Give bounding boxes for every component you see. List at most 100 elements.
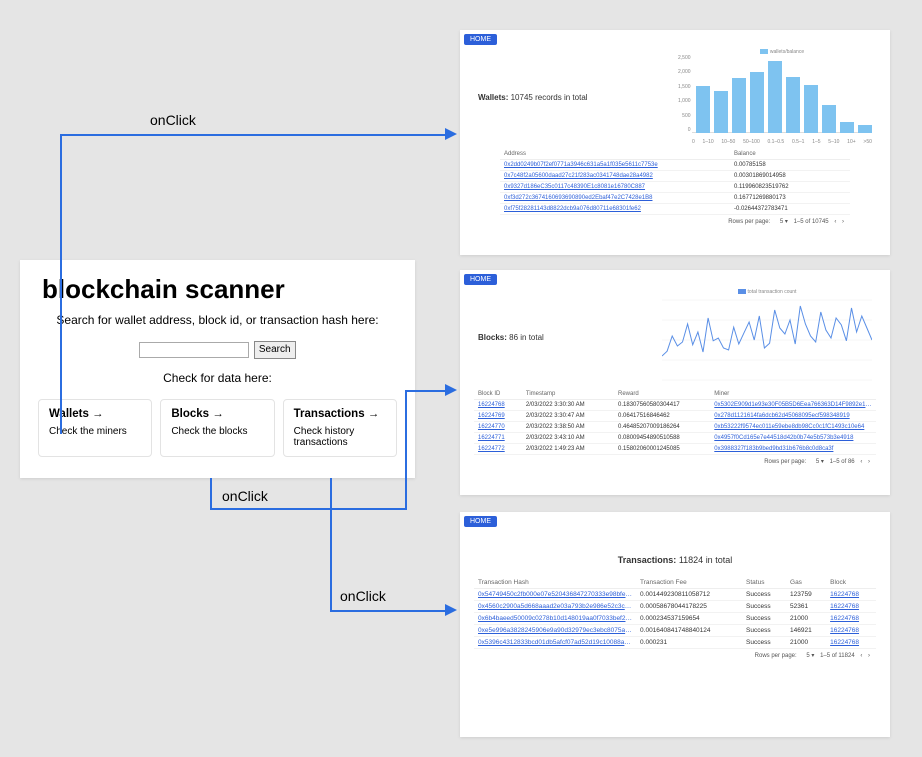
table-cell[interactable]: 16224769 — [474, 411, 522, 422]
nav-card-wallets[interactable]: Wallets → Check the miners — [38, 399, 152, 457]
table-cell[interactable]: 0x2dd0249b07f2ef0771a3946c631a5a1f035e56… — [500, 160, 730, 171]
table-row: 0x4560c2900a5d668aaad2e03a793b2e986e52c3… — [474, 601, 876, 613]
pager-next[interactable]: › — [868, 653, 870, 659]
table-header: Transaction Fee — [636, 577, 742, 589]
table-cell[interactable]: 0x54749450c2fb000e07e520436847270333e98b… — [474, 589, 636, 601]
table-cell: 0.00785158 — [730, 160, 850, 171]
onclick-label: onClick — [340, 588, 386, 604]
chart-bar — [804, 85, 818, 133]
nav-card-transactions[interactable]: Transactions → Check history transaction… — [283, 399, 397, 457]
chart-bar — [714, 91, 728, 133]
table-cell: 2/03/2022 3:30:47 AM — [522, 411, 614, 422]
table-cell[interactable]: 16224772 — [474, 444, 522, 455]
table-cell[interactable]: 0x5396c4312833bcd01db5afcf07ad52d19c1008… — [474, 637, 636, 649]
table-cell: 0.119960823519762 — [730, 182, 850, 193]
chart-bar — [840, 122, 854, 133]
table-cell: 0.00058678044178225 — [636, 601, 742, 613]
table-cell[interactable]: 16224771 — [474, 433, 522, 444]
table-cell[interactable]: 0x6b4baeed50009c0278b10d148019aa0f7033be… — [474, 613, 636, 625]
table-row: 0x54749450c2fb000e07e520436847270333e98b… — [474, 589, 876, 601]
pager-prev[interactable]: ‹ — [860, 459, 862, 465]
chart-bar — [786, 77, 800, 133]
table-cell[interactable]: 16224768 — [826, 625, 876, 637]
table-cell: 0.18307560580304417 — [614, 400, 710, 411]
table-cell: Success — [742, 601, 786, 613]
table-row: 0xf75f28281143d8822dcb9a076d80711e68301f… — [500, 204, 850, 215]
table-cell: Success — [742, 613, 786, 625]
table-header: Gas — [786, 577, 826, 589]
table-cell[interactable]: 0xb53222f9574ec011e59ebe8db98Cc0c1fC1493… — [710, 422, 876, 433]
table-row: 162247682/03/2022 3:30:30 AM0.1830756058… — [474, 400, 876, 411]
table-cell[interactable]: 0x7c48f2a05600daad27c21f283ac0341748dae2… — [500, 171, 730, 182]
table-cell[interactable]: 0xf75f28281143d8822dcb9a076d80711e68301f… — [500, 204, 730, 215]
search-button[interactable]: Search — [254, 341, 296, 359]
table-cell[interactable]: 0xe5e996a3828245906e9a90d32979ec3ebc8075… — [474, 625, 636, 637]
table-header: Block — [826, 577, 876, 589]
table-cell[interactable]: 16224770 — [474, 422, 522, 433]
table-cell: 21000 — [786, 613, 826, 625]
pager-next[interactable]: › — [868, 459, 870, 465]
scanner-card: blockchain scanner Search for wallet add… — [20, 260, 415, 478]
page-size-select[interactable]: 5 ▾ — [776, 219, 788, 225]
search-prompt: Search for wallet address, block id, or … — [38, 313, 397, 327]
nav-card-desc: Check history transactions — [294, 426, 386, 448]
table-cell[interactable]: 0x9327d186eC35c0117c48390E1c8081e16780C8… — [500, 182, 730, 193]
chart-bar — [750, 72, 764, 133]
table-header: Address — [500, 149, 730, 160]
table-cell[interactable]: 16224768 — [474, 400, 522, 411]
chart-bar — [858, 125, 872, 133]
nav-card-title: Wallets → — [49, 408, 141, 420]
nav-card-desc: Check the blocks — [171, 426, 263, 437]
nav-card-title: Transactions → — [294, 408, 386, 420]
home-badge[interactable]: HOME — [464, 274, 497, 285]
table-row: 0xf3d272c3674160693690890ed2Ebaf47e2C742… — [500, 193, 850, 204]
nav-card-blocks[interactable]: Blocks → Check the blocks — [160, 399, 274, 457]
home-badge[interactable]: HOME — [464, 34, 497, 45]
search-input[interactable] — [139, 342, 249, 358]
table-cell[interactable]: 16224768 — [826, 589, 876, 601]
table-row: 0x5396c4312833bcd01db5afcf07ad52d19c1008… — [474, 637, 876, 649]
table-cell[interactable]: 0x4560c2900a5d668aaad2e03a793b2e986e52c3… — [474, 601, 636, 613]
table-cell[interactable]: 16224768 — [826, 601, 876, 613]
table-cell[interactable]: 0x278d1121614fa6dcb62d45068095ecf5983489… — [710, 411, 876, 422]
table-cell[interactable]: 16224768 — [826, 613, 876, 625]
table-cell: Success — [742, 625, 786, 637]
pager-prev[interactable]: ‹ — [860, 653, 862, 659]
table-cell[interactable]: 0x5302E909d1e93e30F05B5D6Eea766363D14F98… — [710, 400, 876, 411]
arrow-line — [60, 134, 62, 434]
arrow-line — [330, 610, 445, 612]
arrow-line — [210, 508, 405, 510]
table-row: 0x2dd0249b07f2ef0771a3946c631a5a1f035e56… — [500, 160, 850, 171]
table-cell: 52361 — [786, 601, 826, 613]
arrow-line — [60, 134, 445, 136]
pager-prev[interactable]: ‹ — [834, 219, 836, 225]
home-badge[interactable]: HOME — [464, 516, 497, 527]
arrow-head-icon — [445, 128, 457, 140]
table-cell: 0.06417516846462 — [614, 411, 710, 422]
table-cell: 0.08009454890510588 — [614, 433, 710, 444]
table-header: Block ID — [474, 389, 522, 400]
table-header: Transaction Hash — [474, 577, 636, 589]
pager-next[interactable]: › — [842, 219, 844, 225]
transactions-page-thumbnail: HOME Transactions: 11824 in total Transa… — [460, 512, 890, 737]
wallets-table: AddressBalance0x2dd0249b07f2ef0771a3946c… — [500, 149, 850, 215]
page-size-select[interactable]: 5 ▾ — [802, 653, 814, 659]
table-pager: Rows per page: 5 ▾ 1–5 of 10745 ‹ › — [500, 215, 850, 228]
arrow-line — [405, 390, 445, 392]
table-cell: 0.16771269880173 — [730, 193, 850, 204]
table-row: 162247692/03/2022 3:30:47 AM0.0641751684… — [474, 411, 876, 422]
table-cell[interactable]: 0x3988327f183b9bed9bd31b676b8c0d8ca3f — [710, 444, 876, 455]
table-row: 0xe5e996a3828245906e9a90d32979ec3ebc8075… — [474, 625, 876, 637]
page-size-select[interactable]: 5 ▾ — [812, 459, 824, 465]
table-cell[interactable]: 16224768 — [826, 637, 876, 649]
arrow-line — [405, 390, 407, 510]
table-cell: Success — [742, 589, 786, 601]
table-cell: -0.02644372783471 — [730, 204, 850, 215]
nav-card-title: Blocks → — [171, 408, 263, 420]
table-cell[interactable]: 0xf3d272c3674160693690890ed2Ebaf47e2C742… — [500, 193, 730, 204]
table-cell[interactable]: 0x4957f0Cd165e7e44518d42b0b74e5b573b3e49… — [710, 433, 876, 444]
chart-bar — [822, 105, 836, 133]
arrow-line — [210, 478, 212, 508]
blocks-line-chart — [662, 295, 872, 385]
table-header: Balance — [730, 149, 850, 160]
